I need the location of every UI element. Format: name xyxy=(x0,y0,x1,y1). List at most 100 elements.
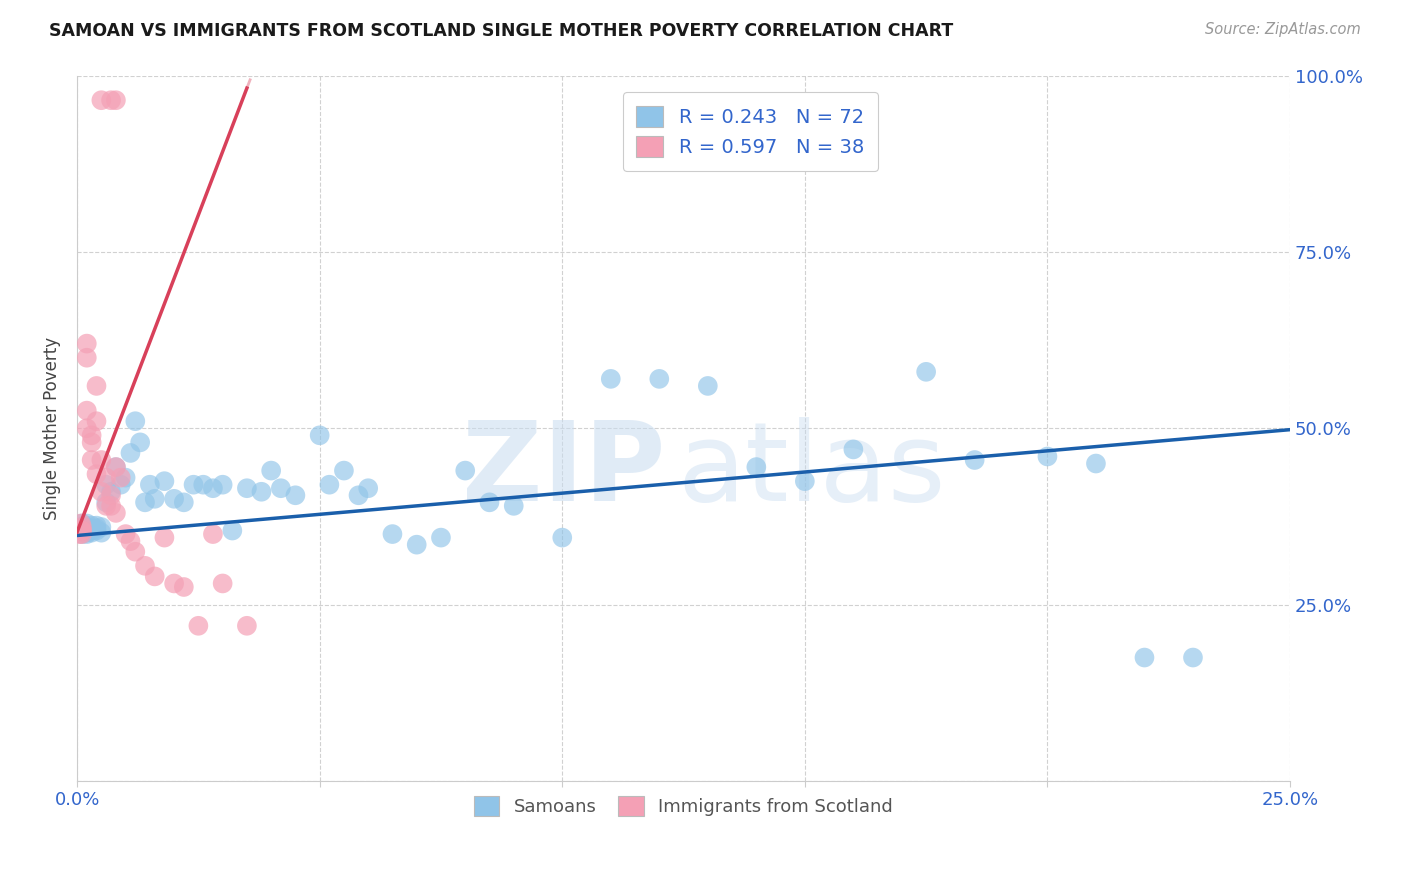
Point xyxy=(173,580,195,594)
Point xyxy=(70,520,93,534)
Point xyxy=(318,477,340,491)
Point xyxy=(381,527,404,541)
Point xyxy=(76,524,98,538)
Point xyxy=(221,524,243,538)
Point xyxy=(70,524,93,538)
Point xyxy=(193,477,215,491)
Point xyxy=(120,446,142,460)
Point xyxy=(430,531,453,545)
Point xyxy=(76,525,98,540)
Point xyxy=(80,524,103,538)
Point xyxy=(648,372,671,386)
Point xyxy=(86,524,108,538)
Point xyxy=(70,521,93,535)
Point xyxy=(96,477,118,491)
Point xyxy=(90,484,112,499)
Point xyxy=(80,518,103,533)
Point xyxy=(96,499,118,513)
Point xyxy=(69,527,91,541)
Point xyxy=(134,558,156,573)
Point xyxy=(120,534,142,549)
Point xyxy=(70,520,93,534)
Point xyxy=(478,495,501,509)
Point xyxy=(163,491,186,506)
Point xyxy=(793,474,815,488)
Point xyxy=(745,460,768,475)
Point xyxy=(260,464,283,478)
Point xyxy=(90,520,112,534)
Point xyxy=(96,495,118,509)
Point xyxy=(104,506,127,520)
Point xyxy=(110,470,132,484)
Point xyxy=(143,491,166,506)
Point xyxy=(90,525,112,540)
Point xyxy=(110,477,132,491)
Point xyxy=(357,481,380,495)
Point xyxy=(76,520,98,534)
Point xyxy=(70,527,93,541)
Point xyxy=(70,516,93,531)
Point xyxy=(405,538,427,552)
Point xyxy=(80,428,103,442)
Point xyxy=(551,531,574,545)
Point xyxy=(76,516,98,531)
Point xyxy=(86,467,108,482)
Point xyxy=(236,481,259,495)
Point xyxy=(211,477,233,491)
Point xyxy=(96,470,118,484)
Point xyxy=(70,524,93,538)
Point xyxy=(80,435,103,450)
Point xyxy=(100,499,122,513)
Point xyxy=(90,93,112,107)
Point xyxy=(201,527,224,541)
Point xyxy=(173,495,195,509)
Point xyxy=(134,495,156,509)
Point xyxy=(143,569,166,583)
Point xyxy=(236,619,259,633)
Legend: Samoans, Immigrants from Scotland: Samoans, Immigrants from Scotland xyxy=(465,787,903,825)
Point xyxy=(696,379,718,393)
Point xyxy=(1133,650,1156,665)
Point xyxy=(104,460,127,475)
Point xyxy=(76,351,98,365)
Text: atlas: atlas xyxy=(678,417,946,524)
Point xyxy=(187,619,209,633)
Point xyxy=(76,527,98,541)
Point xyxy=(76,403,98,417)
Point xyxy=(308,428,330,442)
Point xyxy=(70,527,93,541)
Point xyxy=(76,521,98,535)
Point xyxy=(100,93,122,107)
Point xyxy=(104,460,127,475)
Point xyxy=(454,464,477,478)
Point xyxy=(80,521,103,535)
Point xyxy=(599,372,621,386)
Point xyxy=(211,576,233,591)
Point xyxy=(76,336,98,351)
Point xyxy=(86,518,108,533)
Point xyxy=(270,481,292,495)
Point xyxy=(80,525,103,540)
Point xyxy=(1181,650,1204,665)
Point xyxy=(842,442,865,457)
Point xyxy=(69,524,91,538)
Point xyxy=(163,576,186,591)
Point xyxy=(70,524,93,538)
Point xyxy=(963,453,986,467)
Point xyxy=(347,488,370,502)
Point xyxy=(86,414,108,428)
Point xyxy=(153,474,176,488)
Point xyxy=(201,481,224,495)
Point xyxy=(104,93,127,107)
Point xyxy=(70,516,93,531)
Point xyxy=(124,545,146,559)
Point xyxy=(86,521,108,535)
Point xyxy=(80,453,103,467)
Point xyxy=(70,520,93,534)
Point xyxy=(139,477,162,491)
Point xyxy=(250,484,273,499)
Point xyxy=(100,484,122,499)
Point xyxy=(114,470,136,484)
Point xyxy=(915,365,938,379)
Point xyxy=(502,499,524,513)
